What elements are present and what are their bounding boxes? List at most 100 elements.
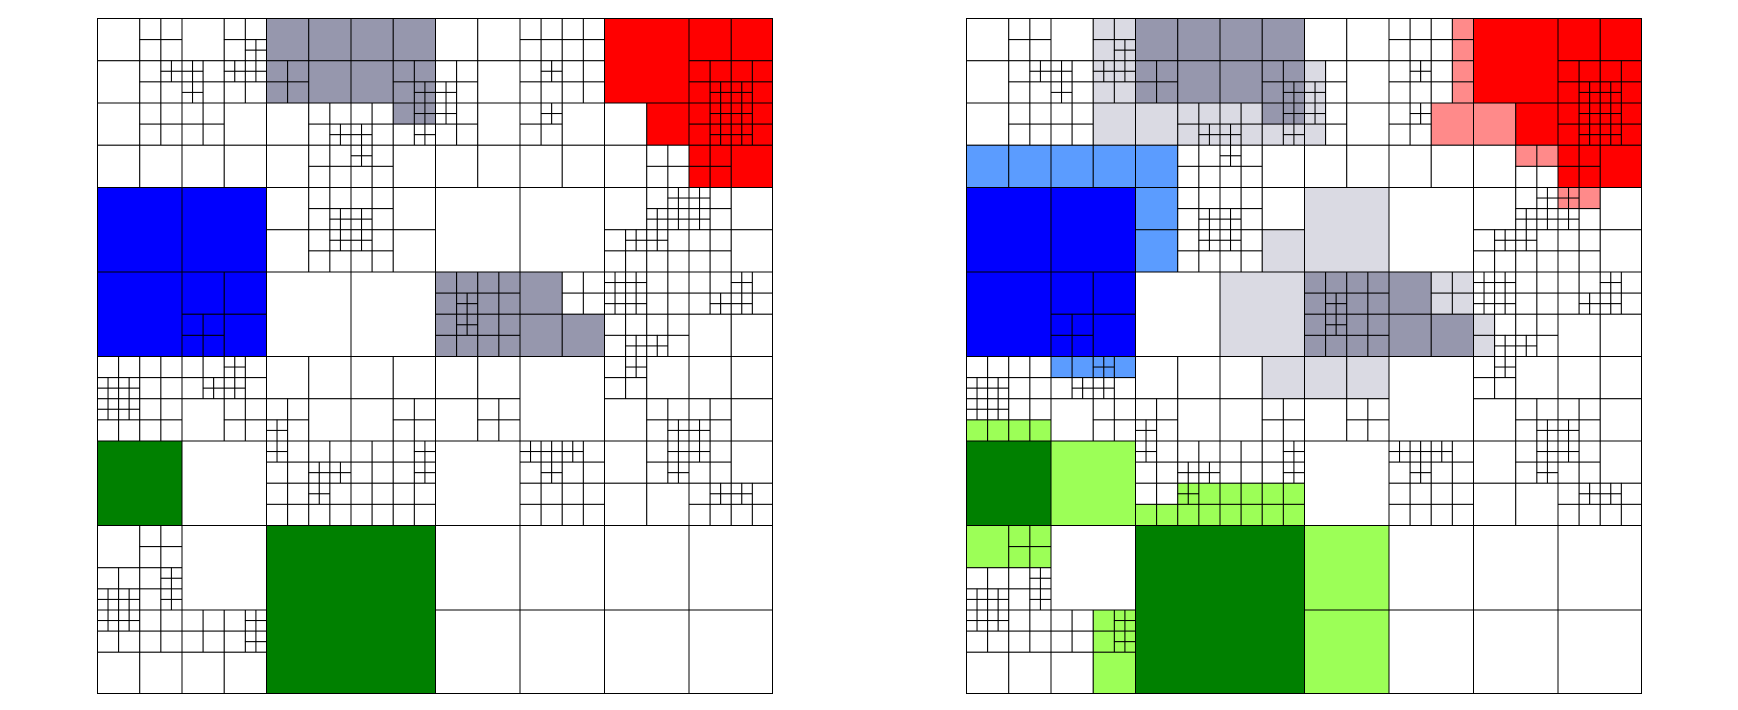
mesh-cell [1050,91,1063,104]
mesh-cell [350,155,363,167]
mesh-cell [371,250,394,273]
mesh-cell [1504,292,1517,305]
mesh-cell [1568,218,1580,231]
mesh-cell [181,102,204,125]
mesh-cell [751,482,773,505]
mesh-cell [350,356,394,400]
mesh-cell [582,292,605,315]
mesh-cell [1261,144,1305,188]
mesh-cell [244,398,267,421]
mesh-cell [1599,81,1612,93]
mesh-cell [1578,144,1601,167]
mesh-cell [318,493,331,505]
mesh-cell [1092,271,1136,315]
mesh-cell [730,187,773,231]
mesh-cell [604,356,627,379]
mesh-cell [1536,313,1559,336]
mesh-cell [1230,144,1242,157]
mesh-cell [987,567,1010,590]
mesh-cell [730,229,773,273]
mesh-cell [181,630,204,653]
mesh-cell [1177,18,1221,62]
mesh-cell [688,187,701,199]
mesh-cell [1050,356,1073,379]
mesh-cell [1525,229,1538,241]
mesh-cell [677,440,690,453]
mesh-cell [635,345,648,357]
mesh-cell [730,282,743,294]
mesh-cell [730,134,743,146]
mesh-cell [1473,102,1517,146]
mesh-cell [1536,229,1559,252]
mesh-cell [1546,419,1559,431]
mesh-cell [350,60,394,104]
mesh-cell [1219,482,1242,505]
mesh-cell [1557,218,1570,231]
mesh-cell [1473,271,1485,284]
mesh-cell [1430,482,1453,505]
mesh-cell [1282,123,1295,136]
mesh-cell [1546,472,1559,484]
mesh-cell [1430,292,1453,315]
mesh-cell [118,387,130,400]
mesh-cell [1546,461,1559,474]
mesh-cell [646,250,669,273]
mesh-cell [741,292,753,305]
mesh-cell [456,313,468,326]
mesh-cell [1124,39,1136,51]
mesh-cell [350,229,363,241]
mesh-cell [646,239,658,252]
mesh-cell [677,472,690,484]
mesh-cell [392,503,415,526]
mesh-cell [1473,250,1496,273]
mesh-cell [244,609,257,622]
mesh-cell [160,70,172,83]
mesh-cell [139,102,162,125]
mesh-cell [97,567,120,590]
mesh-cell [1578,398,1601,421]
mesh-cell [435,440,521,526]
mesh-cell [234,366,246,379]
mesh-cell [371,187,394,210]
mesh-cell [1187,472,1200,484]
mesh-cell [1388,102,1411,125]
mesh-cell [371,440,394,463]
mesh-cell [1304,18,1348,62]
mesh-cell [1050,70,1063,83]
mesh-cell [1113,419,1136,442]
mesh-cell [1198,440,1221,463]
mesh-cell [118,630,141,653]
mesh-cell [987,419,1010,442]
mesh-cell [1589,134,1601,146]
mesh-cell [128,609,141,622]
mesh-cell [1219,60,1263,104]
mesh-cell [730,144,773,188]
mesh-cell [561,60,584,83]
mesh-cell [1504,303,1517,315]
mesh-cell [1261,102,1284,125]
mesh-cell [709,271,732,294]
mesh-cell [1071,609,1094,632]
mesh-cell [1008,356,1031,379]
mesh-cell [1240,229,1263,252]
mesh-cell [1113,398,1136,421]
mesh-cell [1578,81,1591,93]
mesh-cell [604,102,648,146]
mesh-cell [1399,440,1411,453]
mesh-cell [1346,60,1390,104]
mesh-cell [266,271,352,357]
mesh-cell [646,356,690,400]
mesh-cell [1092,377,1105,389]
mesh-cell [966,387,978,400]
mesh-cell [1240,123,1263,146]
mesh-cell [1568,208,1580,220]
mesh-cell [160,609,183,632]
mesh-cell [392,398,415,421]
mesh-cell [1092,313,1136,357]
mesh-cell [223,609,246,632]
mesh-cell [1039,70,1052,83]
mesh-cell [667,313,690,336]
mesh-cell [561,144,605,188]
mesh-cell [1494,271,1506,284]
mesh-cell [646,218,658,231]
